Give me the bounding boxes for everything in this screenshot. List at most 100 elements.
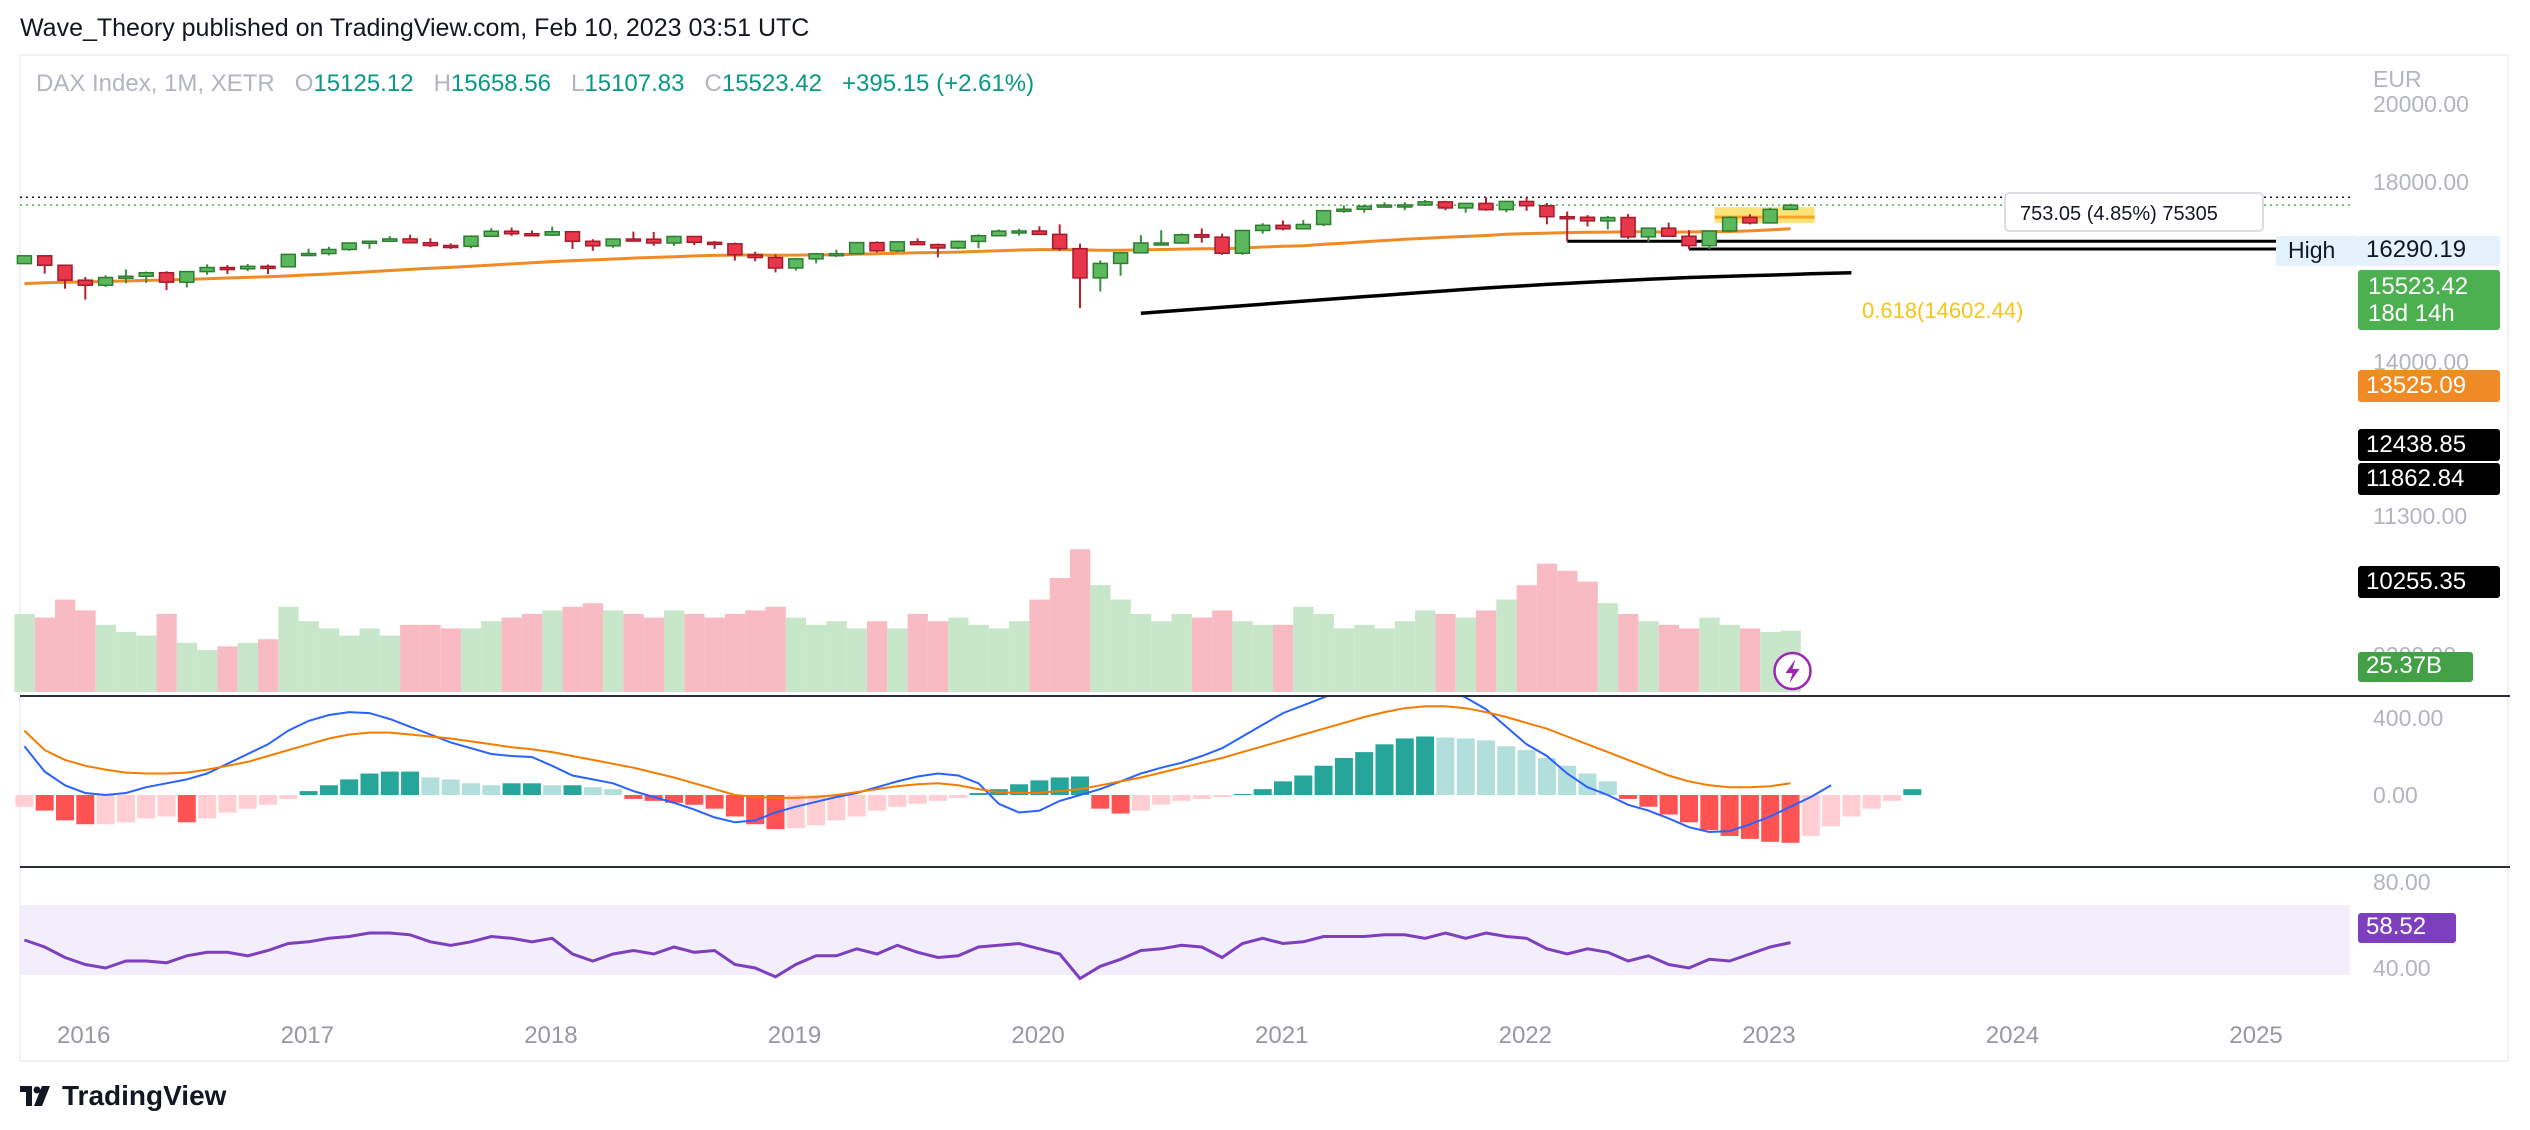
- support1-badge-bg[interactable]: [2358, 429, 2500, 461]
- candle[interactable]: [158, 271, 175, 283]
- candle[interactable]: [199, 266, 215, 273]
- candle[interactable]: [747, 254, 763, 259]
- candle[interactable]: [16, 255, 33, 265]
- ema-badge-bg[interactable]: [2358, 370, 2500, 402]
- candle[interactable]: [544, 230, 560, 236]
- candle[interactable]: [1295, 223, 1312, 230]
- candle[interactable]: [1742, 216, 1758, 224]
- candle[interactable]: [1397, 204, 1413, 208]
- candle[interactable]: [909, 241, 926, 246]
- candle[interactable]: [483, 230, 500, 237]
- candle[interactable]: [1539, 204, 1555, 218]
- volume-badge-bg[interactable]: [2358, 652, 2473, 682]
- candle[interactable]: [828, 252, 845, 257]
- candle[interactable]: [179, 270, 195, 283]
- candle[interactable]: [727, 243, 743, 256]
- candle[interactable]: [300, 252, 317, 257]
- support2-badge-bg[interactable]: [2358, 463, 2500, 495]
- candle[interactable]: [1092, 262, 1109, 279]
- candle[interactable]: [321, 248, 337, 255]
- candle[interactable]: [1762, 208, 1778, 224]
- candle[interactable]: [1031, 230, 1048, 236]
- candle[interactable]: [645, 238, 662, 244]
- candle[interactable]: [1173, 233, 1190, 244]
- candle[interactable]: [930, 243, 946, 249]
- last-price-badge-bg[interactable]: [2358, 270, 2500, 330]
- candle[interactable]: [1356, 205, 1372, 210]
- candle[interactable]: [97, 276, 114, 287]
- candle[interactable]: [1153, 242, 1169, 246]
- candle[interactable]: [1011, 230, 1027, 234]
- candle[interactable]: [666, 235, 682, 244]
- candle[interactable]: [260, 265, 276, 270]
- candle[interactable]: [1640, 227, 1657, 238]
- candle[interactable]: [442, 244, 459, 249]
- candle[interactable]: [1518, 200, 1535, 207]
- candle[interactable]: [1721, 216, 1738, 232]
- candle[interactable]: [1437, 201, 1454, 209]
- candle[interactable]: [361, 240, 378, 245]
- candle[interactable]: [706, 241, 723, 246]
- candle[interactable]: [1376, 204, 1393, 208]
- candle[interactable]: [1072, 247, 1088, 279]
- candle[interactable]: [239, 265, 256, 270]
- candle[interactable]: [1600, 216, 1616, 222]
- candle[interactable]: [1478, 202, 1494, 211]
- candle[interactable]: [1275, 224, 1291, 230]
- candle[interactable]: [1620, 216, 1636, 238]
- candle[interactable]: [219, 266, 236, 271]
- candle[interactable]: [1194, 233, 1210, 238]
- candle[interactable]: [1681, 235, 1697, 247]
- candle[interactable]: [382, 238, 398, 243]
- tradingview-logo[interactable]: TradingView: [20, 1080, 226, 1112]
- candle[interactable]: [1417, 201, 1433, 206]
- candle[interactable]: [402, 238, 418, 244]
- candle[interactable]: [503, 230, 520, 235]
- measure-box[interactable]: [2004, 192, 2264, 232]
- candle[interactable]: [36, 255, 53, 266]
- candle[interactable]: [625, 238, 642, 242]
- candle[interactable]: [524, 232, 540, 237]
- candle[interactable]: [1660, 227, 1677, 237]
- candle[interactable]: [280, 253, 297, 268]
- candle[interactable]: [422, 241, 439, 247]
- candle[interactable]: [341, 242, 357, 251]
- candle[interactable]: [564, 230, 581, 243]
- candle[interactable]: [889, 241, 906, 252]
- candle[interactable]: [1214, 236, 1230, 254]
- candle[interactable]: [848, 241, 865, 255]
- candle[interactable]: [463, 235, 479, 248]
- candle[interactable]: [970, 234, 987, 243]
- sma-badge-bg[interactable]: [2358, 566, 2500, 598]
- high-badge-bg[interactable]: [2358, 236, 2500, 266]
- candle[interactable]: [57, 264, 73, 281]
- rsi-badge-bg[interactable]: [2358, 913, 2456, 943]
- candle[interactable]: [605, 238, 621, 247]
- candle[interactable]: [950, 240, 966, 249]
- candle[interactable]: [808, 253, 824, 260]
- candle[interactable]: [1457, 202, 1474, 209]
- candle[interactable]: [1498, 200, 1515, 211]
- candle[interactable]: [1579, 216, 1596, 222]
- candle[interactable]: [1701, 230, 1718, 247]
- symbol-label[interactable]: DAX Index, 1M, XETR: [36, 70, 275, 97]
- candle[interactable]: [991, 230, 1007, 237]
- candle[interactable]: [869, 241, 885, 252]
- candle[interactable]: [585, 240, 601, 247]
- candle[interactable]: [1315, 209, 1332, 226]
- high-label-bg[interactable]: [2276, 236, 2358, 266]
- candle[interactable]: [1112, 252, 1129, 265]
- candle[interactable]: [138, 271, 154, 277]
- candle[interactable]: [788, 258, 804, 269]
- candle[interactable]: [1559, 215, 1575, 220]
- candle[interactable]: [1336, 208, 1352, 212]
- candle[interactable]: [118, 275, 134, 279]
- candle[interactable]: [686, 235, 703, 244]
- candle[interactable]: [1782, 204, 1799, 211]
- candle[interactable]: [1133, 242, 1149, 254]
- candle[interactable]: [1051, 233, 1068, 250]
- candle[interactable]: [1234, 229, 1251, 254]
- candle[interactable]: [1254, 224, 1271, 232]
- candle[interactable]: [77, 279, 94, 287]
